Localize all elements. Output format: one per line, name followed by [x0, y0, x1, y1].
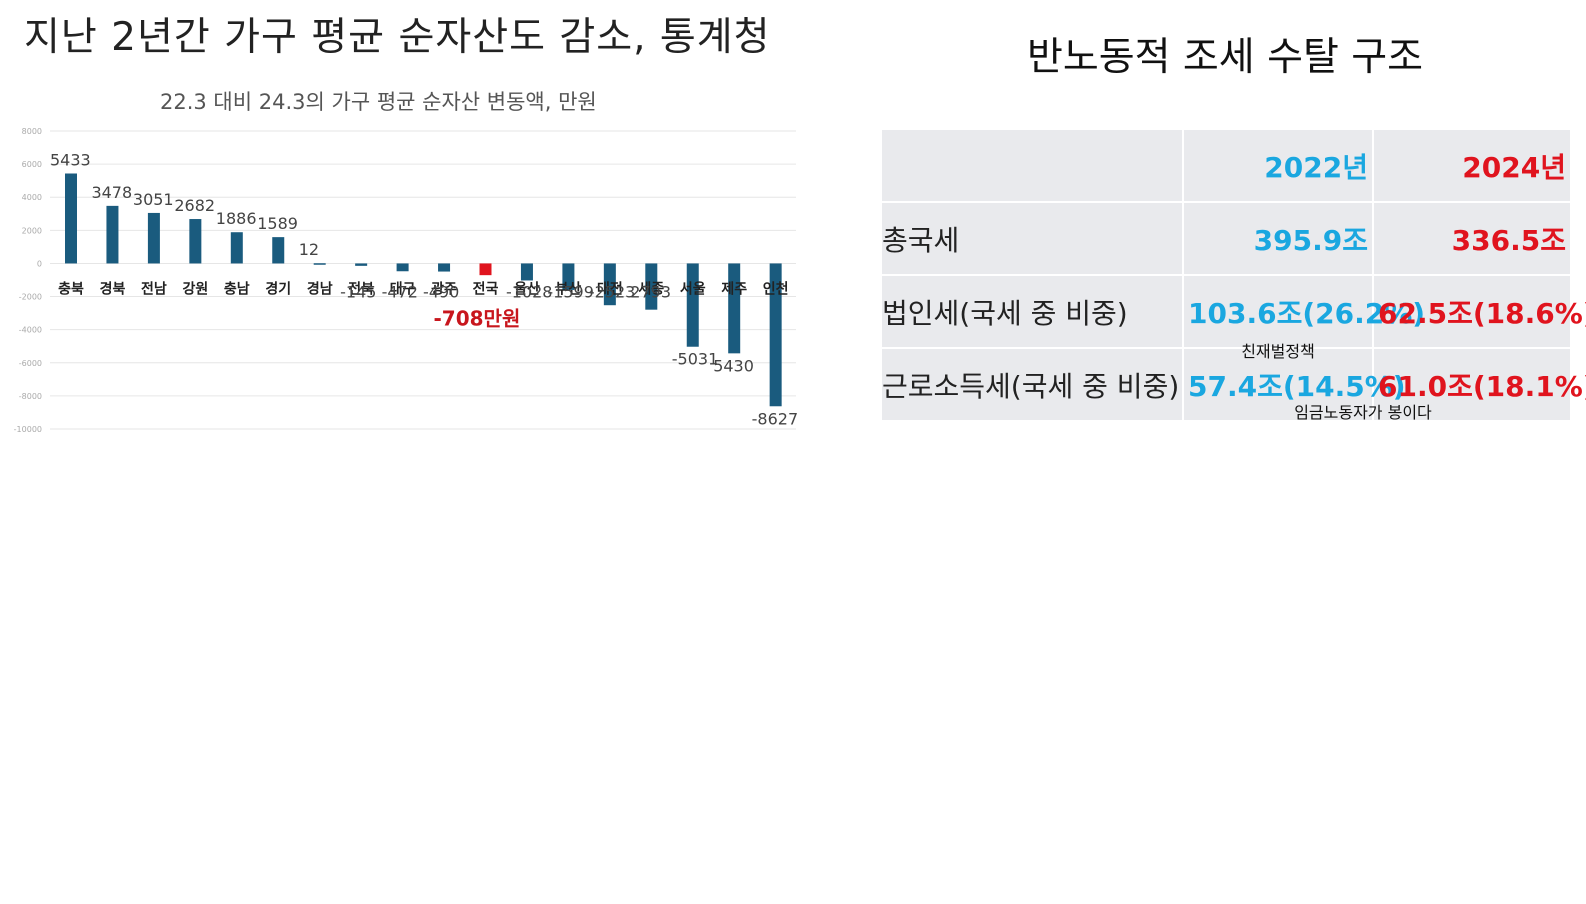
- bar: [147, 212, 160, 264]
- tax-table: 2022년 2024년 총국세 395.9조 336.5조 법인세(국세 중 비…: [880, 128, 1586, 422]
- bar: [645, 263, 658, 310]
- header-label: [880, 128, 1184, 203]
- category-label: 전북: [348, 280, 374, 297]
- category-label: 제주: [721, 281, 747, 297]
- row-2024-value: 336.5조: [1372, 201, 1572, 276]
- y-tick-label: -8000: [19, 392, 42, 401]
- data-label: -1028: [506, 282, 553, 301]
- y-tick-label: -2000: [19, 293, 42, 302]
- bar: [65, 173, 77, 264]
- row-2024-value: 62.5조(18.6%): [1372, 274, 1586, 349]
- bar: [355, 263, 368, 266]
- data-label: 12: [299, 240, 319, 259]
- data-label: -1599: [547, 282, 594, 301]
- category-label: 서울: [680, 280, 706, 297]
- header-2022: 2022년: [1182, 128, 1374, 203]
- bar: [686, 263, 699, 347]
- category-label: 전남: [141, 280, 167, 297]
- category-label: 경기: [265, 280, 291, 297]
- bar: [272, 237, 285, 264]
- bar: [189, 219, 202, 264]
- row-label: 총국세: [880, 201, 1184, 276]
- category-label: 세종: [638, 281, 664, 297]
- data-label: -2523: [589, 282, 636, 301]
- y-tick-label: 2000: [22, 226, 42, 235]
- category-label: 인천: [763, 280, 789, 297]
- data-label: 5430: [713, 356, 754, 375]
- chart-gridlines: [50, 130, 796, 430]
- chart-title: 22.3 대비 24.3의 가구 평균 순자산 변동액, 만원: [160, 90, 597, 114]
- category-label: 충북: [58, 281, 84, 297]
- table-row: 근로소득세(국세 중 비중) 57.4조(14.5%) 임금노동자가 봉이다 6…: [880, 347, 1586, 422]
- data-label: 1589: [257, 214, 298, 233]
- data-label: -708만원: [434, 306, 521, 330]
- y-tick-label: 4000: [22, 193, 42, 202]
- category-label: 전국: [473, 280, 499, 297]
- y-tick-label: 6000: [22, 160, 42, 169]
- category-label: 대전: [597, 280, 623, 297]
- y-tick-label: -6000: [19, 359, 42, 368]
- row-2022-value: 395.9조: [1182, 201, 1374, 276]
- row-2022-value-text: 57.4조(14.5%): [1188, 369, 1406, 403]
- category-labels: 충북 경북 전남 강원 충남 경기 경남 전북 대구 광주 전국 울산 부산 대전 세종 서울 제주 인천: [58, 280, 788, 297]
- data-label: 3478: [91, 183, 132, 202]
- bar: [562, 263, 575, 290]
- category-label: 광주: [431, 280, 457, 297]
- bar: [603, 263, 616, 306]
- net-asset-change-bar-chart: 8000 6000 4000 2000 0 -2000 -4000 -6000 -8000 -10…: [14, 127, 798, 434]
- row-2022-value: 103.6조(26.2%) 친재벌정책: [1182, 274, 1425, 361]
- data-label: 3051: [133, 190, 174, 209]
- data-label: -5031: [672, 350, 719, 369]
- row-2022-value: 57.4조(14.5%) 임금노동자가 봉이다: [1182, 347, 1432, 422]
- row-label: 근로소득세(국세 중 비중): [880, 347, 1184, 422]
- category-label: 충남: [224, 280, 250, 297]
- bar: [438, 263, 451, 272]
- bar: [313, 263, 326, 265]
- category-label: 경북: [100, 280, 126, 297]
- data-label: 5433: [50, 150, 91, 169]
- chart-bars: [65, 173, 782, 407]
- data-label: 2793: [630, 282, 671, 301]
- y-tick-label: -10000: [14, 425, 42, 434]
- bar: [728, 263, 741, 354]
- bar: [769, 263, 782, 407]
- y-tick-label: 0: [37, 259, 42, 268]
- y-tick-label: 8000: [22, 127, 42, 136]
- data-label: 1886: [216, 209, 257, 228]
- category-label: 경남: [307, 280, 333, 297]
- row-label: 법인세(국세 중 비중): [880, 274, 1184, 349]
- bar: [230, 232, 243, 264]
- category-label: 울산: [514, 280, 540, 297]
- right-title: 반노동적 조세 수탈 구조: [1027, 35, 1423, 80]
- category-label: 강원: [182, 280, 208, 297]
- headline: 지난 2년간 가구 평균 순자산도 감소, 통계청: [24, 15, 771, 60]
- data-label: -8627: [752, 409, 799, 428]
- y-axis-ticks: 8000 6000 4000 2000 0 -2000 -4000 -6000 -8000 -10…: [14, 127, 42, 434]
- data-label: -145: [340, 282, 376, 301]
- y-tick-label: -4000: [19, 326, 42, 335]
- data-label: -490: [423, 282, 459, 301]
- bar: [396, 263, 409, 272]
- data-label: -472: [382, 282, 418, 301]
- table-row: 법인세(국세 중 비중) 103.6조(26.2%) 친재벌정책 62.5조(1…: [880, 274, 1586, 361]
- row-2024-value: 61.0조(18.1%): [1372, 347, 1586, 422]
- table-row: 총국세 395.9조 336.5조: [880, 201, 1572, 276]
- category-label: 부산: [556, 280, 582, 297]
- header-2024: 2024년: [1372, 128, 1572, 203]
- data-label: 2682: [174, 196, 215, 215]
- bar: [479, 263, 492, 276]
- category-label: 대구: [390, 281, 416, 297]
- table-header-row: 2022년 2024년: [880, 128, 1572, 203]
- bar: [106, 205, 119, 264]
- bar: [520, 263, 533, 281]
